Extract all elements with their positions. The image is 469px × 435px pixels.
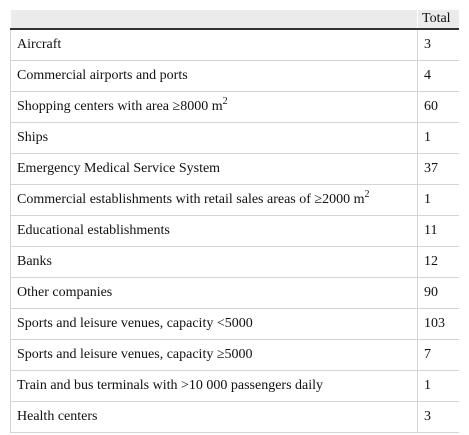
total-cell: 3 xyxy=(417,29,459,61)
label-cell: Educational establishments xyxy=(10,215,418,247)
table-row: Train and bus terminals with >10 000 pas… xyxy=(10,370,459,402)
label-text: Banks xyxy=(17,254,52,269)
total-cell: 103 xyxy=(417,308,459,340)
header-cell: Total xyxy=(417,10,459,30)
label-cell: Shopping centers with area ≥8000 m2 xyxy=(10,91,418,123)
header-cell xyxy=(10,10,418,30)
label-text: Commercial airports and ports xyxy=(17,68,188,83)
table-body: Aircraft 3 Commercial airports and ports 4 S… xyxy=(10,29,459,433)
label-text: Sports and leisure venues, capacity ≥500… xyxy=(17,347,253,362)
table-row: Other companies 90 xyxy=(10,277,459,309)
label-cell: Commercial establishments with retail sa… xyxy=(10,184,418,216)
data-table: Total Aircraft 3 Commercial airports and p… xyxy=(10,10,459,433)
total-cell: 90 xyxy=(417,277,459,309)
label-text: Commercial establishments with retail sa… xyxy=(17,192,365,207)
table-container: Total Aircraft 3 Commercial airports and p… xyxy=(10,10,459,435)
total-cell: 3 xyxy=(417,401,459,433)
table-header: Total xyxy=(10,10,459,30)
label-text: Shopping centers with area ≥8000 m xyxy=(17,99,223,114)
label-cell: Train and bus terminals with >10 000 pas… xyxy=(10,370,418,402)
total-cell: 1 xyxy=(417,370,459,402)
total-cell: 12 xyxy=(417,246,459,278)
total-cell: 37 xyxy=(417,153,459,185)
label-cell: Sports and leisure venues, capacity <500… xyxy=(10,308,418,340)
table-row: Aircraft 3 xyxy=(10,29,459,61)
label-text: Sports and leisure venues, capacity <500… xyxy=(17,316,253,331)
label-text: Educational establishments xyxy=(17,223,170,238)
label-cell: Ships xyxy=(10,122,418,154)
label-text: Train and bus terminals with >10 000 pas… xyxy=(17,378,324,393)
table-row: Emergency Medical Service System 37 xyxy=(10,153,459,185)
table-row: Sports and leisure venues, capacity ≥500… xyxy=(10,339,459,371)
label-cell: Other companies xyxy=(10,277,418,309)
label-text: Ships xyxy=(17,130,49,145)
total-cell: 4 xyxy=(417,60,459,92)
table-row: Commercial airports and ports 4 xyxy=(10,60,459,92)
superscript: 2 xyxy=(222,96,228,107)
table-row: Educational establishments 11 xyxy=(10,215,459,247)
table-row: Banks 12 xyxy=(10,246,459,278)
label-cell: Commercial airports and ports xyxy=(10,60,418,92)
label-cell: Emergency Medical Service System xyxy=(10,153,418,185)
label-text: Health centers xyxy=(17,409,98,424)
label-cell: Sports and leisure venues, capacity ≥500… xyxy=(10,339,418,371)
superscript: 2 xyxy=(364,189,370,200)
total-cell: 7 xyxy=(417,339,459,371)
total-cell: 60 xyxy=(417,91,459,123)
label-cell: Health centers xyxy=(10,401,418,433)
label-text: Other companies xyxy=(17,285,113,300)
total-cell: 11 xyxy=(417,215,459,247)
header-row: Total xyxy=(10,10,459,30)
table-row: Shopping centers with area ≥8000 m2 60 xyxy=(10,91,459,123)
table-row: Commercial establishments with retail sa… xyxy=(10,184,459,216)
label-cell: Banks xyxy=(10,246,418,278)
table-row: Ships 1 xyxy=(10,122,459,154)
total-cell: 1 xyxy=(417,184,459,216)
label-text: Emergency Medical Service System xyxy=(17,161,221,176)
label-text: Aircraft xyxy=(17,37,62,52)
label-cell: Aircraft xyxy=(10,29,418,61)
table-row: Health centers 3 xyxy=(10,401,459,433)
table-row: Sports and leisure venues, capacity <500… xyxy=(10,308,459,340)
total-cell: 1 xyxy=(417,122,459,154)
